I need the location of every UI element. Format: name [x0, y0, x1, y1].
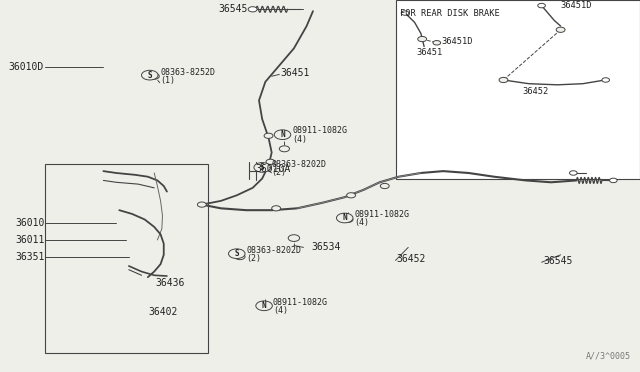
Text: FOR REAR DISK BRAKE: FOR REAR DISK BRAKE: [400, 9, 500, 18]
Circle shape: [570, 171, 577, 175]
Text: 08363-8202D: 08363-8202D: [272, 160, 326, 169]
Circle shape: [228, 249, 245, 259]
Circle shape: [347, 193, 355, 198]
Circle shape: [418, 36, 427, 42]
Text: A//3^0005: A//3^0005: [586, 352, 630, 361]
Circle shape: [343, 217, 353, 222]
Text: 36545: 36545: [219, 4, 248, 13]
Bar: [45, 164, 208, 353]
Text: 36402: 36402: [148, 308, 177, 317]
Circle shape: [235, 254, 245, 260]
Circle shape: [401, 11, 409, 15]
Text: 08363-8252D: 08363-8252D: [161, 68, 216, 77]
Circle shape: [433, 41, 440, 45]
Circle shape: [260, 304, 271, 310]
Circle shape: [254, 163, 271, 172]
Circle shape: [248, 7, 257, 12]
Circle shape: [264, 133, 273, 138]
Text: N: N: [342, 214, 347, 222]
Text: 08363-8202D: 08363-8202D: [246, 246, 301, 255]
Text: S: S: [260, 163, 264, 172]
Text: 36010A: 36010A: [256, 164, 291, 174]
Text: 36452: 36452: [396, 254, 426, 263]
Text: 36534: 36534: [312, 243, 341, 252]
Circle shape: [149, 73, 159, 79]
Circle shape: [556, 27, 565, 32]
Text: S: S: [234, 249, 239, 258]
Text: 36452: 36452: [522, 87, 548, 96]
Text: S: S: [147, 71, 152, 80]
Text: 36010: 36010: [15, 218, 45, 228]
Circle shape: [538, 3, 545, 8]
Text: (4): (4): [292, 135, 307, 144]
Circle shape: [279, 146, 289, 152]
Circle shape: [337, 213, 353, 223]
Circle shape: [141, 70, 158, 80]
Text: N: N: [280, 130, 285, 139]
Text: 08911-1082G: 08911-1082G: [355, 210, 409, 219]
Text: 36545: 36545: [543, 256, 573, 266]
Circle shape: [380, 183, 389, 189]
Text: 36436: 36436: [156, 278, 185, 288]
Text: 36451D: 36451D: [561, 1, 592, 10]
Text: (2): (2): [272, 168, 287, 177]
Text: (2): (2): [246, 254, 261, 263]
Circle shape: [256, 301, 273, 311]
Text: 36011: 36011: [15, 235, 45, 245]
Text: 36451: 36451: [417, 48, 443, 57]
Circle shape: [288, 235, 300, 241]
Circle shape: [266, 159, 275, 164]
Circle shape: [602, 78, 609, 82]
Bar: [396, 0, 640, 179]
Circle shape: [274, 130, 291, 140]
Text: (4): (4): [355, 218, 369, 227]
Circle shape: [197, 202, 206, 207]
Text: 36451: 36451: [280, 68, 310, 77]
Text: 36451D: 36451D: [442, 37, 474, 46]
Circle shape: [609, 178, 617, 183]
Text: 08911-1082G: 08911-1082G: [273, 298, 328, 307]
Circle shape: [499, 77, 508, 83]
Text: 36351: 36351: [15, 252, 45, 262]
Circle shape: [272, 206, 280, 211]
Circle shape: [260, 165, 271, 171]
Text: N: N: [262, 301, 266, 310]
Text: 08911-1082G: 08911-1082G: [292, 126, 347, 135]
Text: (4): (4): [273, 306, 288, 315]
Text: 36010D: 36010D: [8, 62, 44, 72]
Text: (1): (1): [161, 76, 175, 85]
